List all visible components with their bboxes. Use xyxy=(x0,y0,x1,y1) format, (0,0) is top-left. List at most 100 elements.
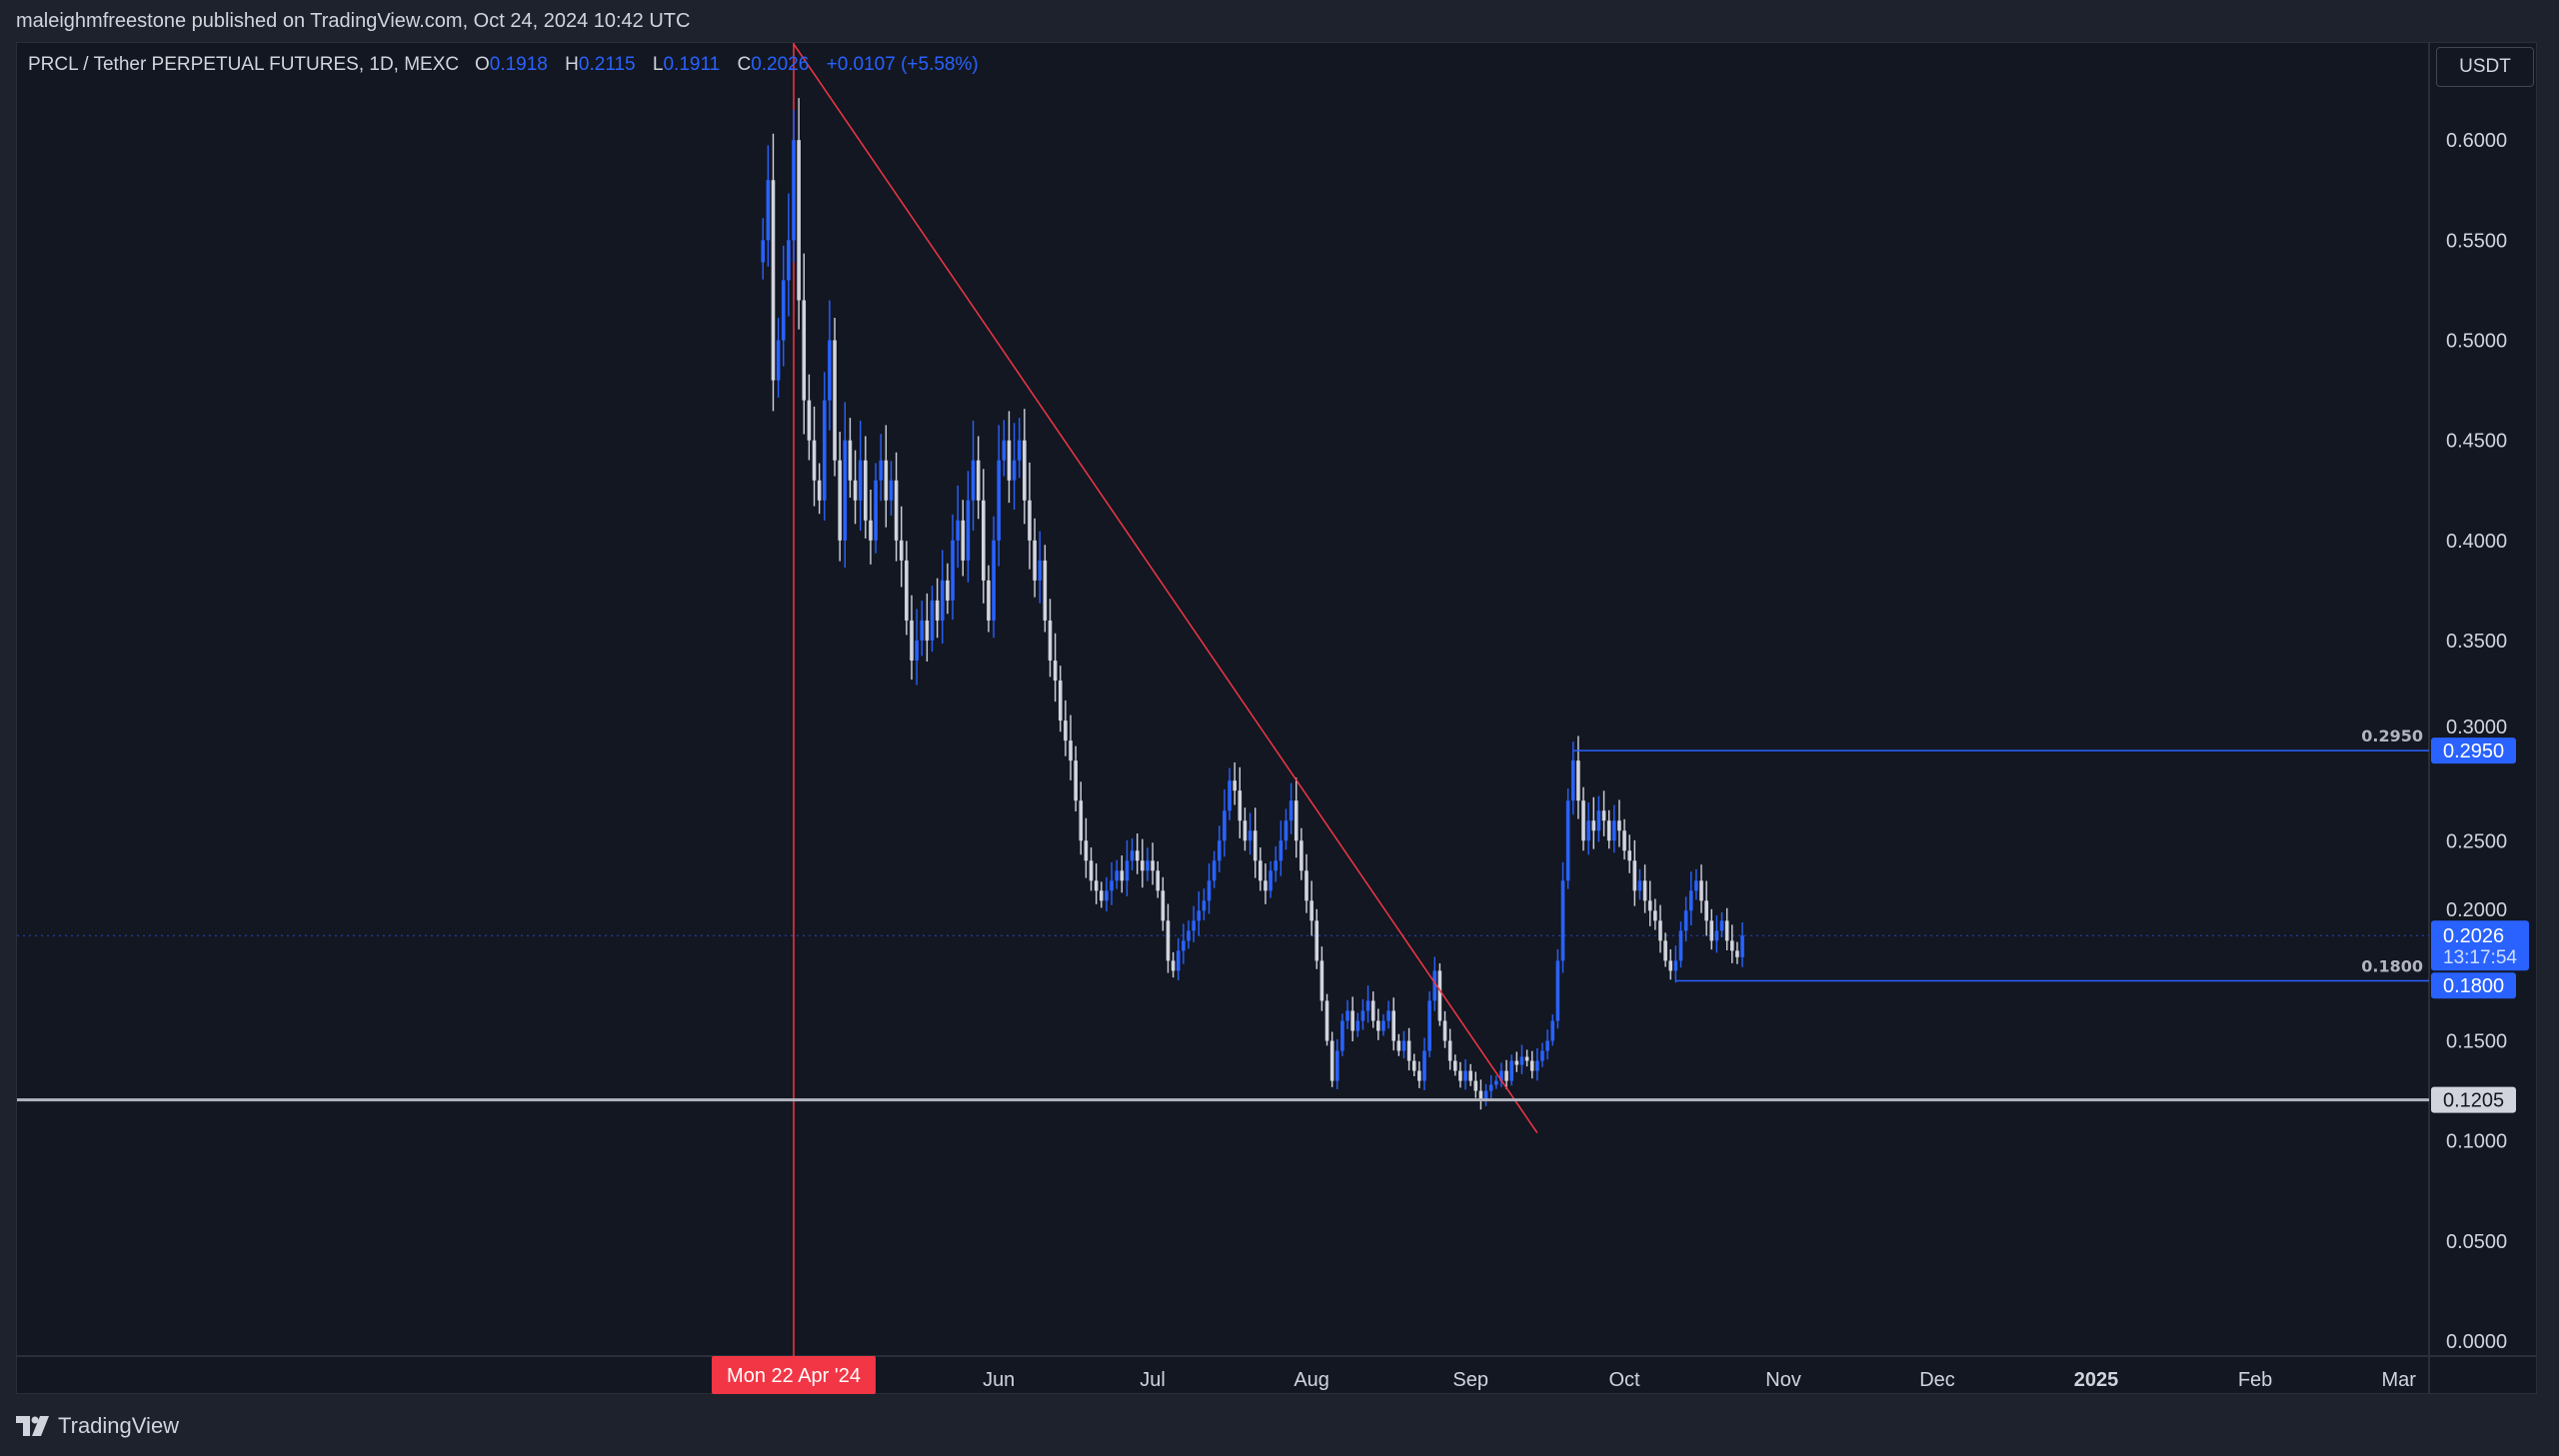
candle-body xyxy=(1171,960,1176,971)
candle-body xyxy=(1043,560,1048,621)
candle-body xyxy=(1069,740,1073,761)
currency-button[interactable]: USDT xyxy=(2436,47,2534,87)
chart-panel[interactable] xyxy=(16,42,2537,1394)
candle-body xyxy=(1345,1010,1349,1021)
candle-body xyxy=(1197,910,1202,921)
candle-body xyxy=(951,540,955,601)
candle-body xyxy=(1581,800,1585,841)
candle-body xyxy=(1612,820,1616,841)
price-tick-label: 0.1500 xyxy=(2446,1031,2507,1053)
candle-body xyxy=(1627,850,1631,861)
candle-body xyxy=(1187,930,1191,941)
candle-body xyxy=(1514,1060,1519,1065)
last-price-box xyxy=(2431,920,2529,971)
candle-body xyxy=(1259,860,1263,881)
candle-body xyxy=(1253,830,1258,861)
candle-body xyxy=(961,520,966,561)
candle-body xyxy=(930,600,935,641)
candle-body xyxy=(766,180,771,241)
candle-body xyxy=(889,480,894,501)
candle-body xyxy=(1422,1050,1426,1081)
candle-body xyxy=(1637,880,1642,891)
horizontal-line-label: 0.2950 xyxy=(2361,727,2423,745)
candle-body xyxy=(1668,960,1673,971)
candle-body xyxy=(1038,560,1043,581)
price-tick-label: 0.2000 xyxy=(2446,899,2507,921)
candle-body xyxy=(935,600,940,621)
candle-body xyxy=(982,500,986,581)
candle-body xyxy=(1033,540,1037,581)
price-tick-label: 0.5000 xyxy=(2446,331,2507,353)
candle-body xyxy=(1228,780,1232,811)
high-value: 0.2115 xyxy=(578,54,636,75)
candle-body xyxy=(1601,810,1606,821)
candle-body xyxy=(1735,950,1739,957)
candle-body xyxy=(1529,1060,1534,1071)
candle-body xyxy=(1447,1040,1452,1061)
candle-body xyxy=(1622,830,1626,851)
candle-body xyxy=(1535,1060,1539,1071)
candle-body xyxy=(1642,880,1647,901)
candle-body xyxy=(1166,920,1171,961)
open-label: O xyxy=(474,54,490,75)
candle-body xyxy=(987,580,991,621)
candle-body xyxy=(1555,960,1560,1021)
axis-price-label-bg xyxy=(2431,737,2516,764)
candle-body xyxy=(1074,760,1078,801)
candle-body xyxy=(812,440,817,481)
candle-body xyxy=(1719,920,1724,931)
low-value: 0.1911 xyxy=(663,54,721,75)
candle-body xyxy=(869,520,873,541)
time-tick-label: Sep xyxy=(1452,1369,1488,1391)
candle-body xyxy=(1283,820,1288,841)
candle-body xyxy=(1417,1070,1421,1081)
candle-body xyxy=(1048,620,1053,661)
candle-body xyxy=(915,640,919,661)
candle-body xyxy=(1329,1040,1334,1081)
open-value: 0.1918 xyxy=(489,54,548,75)
candle-body xyxy=(1714,930,1719,941)
candle-body xyxy=(1028,500,1032,541)
candle-body xyxy=(956,520,960,541)
candle-body xyxy=(1350,1010,1354,1031)
candle-body xyxy=(1442,1020,1447,1041)
candle-body xyxy=(1694,880,1698,891)
candle-body xyxy=(1110,880,1114,891)
candle-body xyxy=(940,580,945,621)
candle-body xyxy=(807,400,812,441)
candle-body xyxy=(1550,1020,1555,1041)
candle-body xyxy=(1647,900,1652,911)
horizontal-line-label: 0.1800 xyxy=(2361,956,2423,975)
candle-body xyxy=(776,340,781,381)
candle-body xyxy=(1360,1010,1365,1021)
candle-body xyxy=(1094,880,1099,891)
candle-body xyxy=(1233,780,1237,791)
candle-body xyxy=(1151,860,1155,871)
close-value: 0.2026 xyxy=(751,54,810,75)
candle-body xyxy=(1243,820,1248,841)
time-tick-label: Oct xyxy=(1608,1369,1640,1391)
candle-body xyxy=(1223,810,1227,841)
axis-price-label-bg xyxy=(2431,972,2516,999)
time-tick-label: Dec xyxy=(1919,1369,1955,1391)
symbol-title[interactable]: PRCL / Tether PERPETUAL FUTURES, 1D, MEX… xyxy=(28,54,460,75)
candle-body xyxy=(1156,870,1161,891)
time-tick-label: Aug xyxy=(1293,1369,1329,1391)
candle-body xyxy=(1007,440,1012,481)
candle-body xyxy=(1058,681,1063,722)
candle-body xyxy=(792,140,796,241)
candle-body xyxy=(1488,1084,1493,1091)
close-label: C xyxy=(737,54,752,75)
candle-body xyxy=(1483,1090,1488,1101)
candle-body xyxy=(925,620,930,641)
candle-body xyxy=(1115,870,1119,881)
candle-body xyxy=(1089,860,1094,881)
candle-body xyxy=(848,440,853,481)
candle-body xyxy=(1591,820,1596,831)
price-tick-label: 0.3000 xyxy=(2446,717,2507,738)
candle-body xyxy=(1079,800,1084,841)
candle-body xyxy=(1709,920,1714,941)
candle-body xyxy=(1468,1070,1472,1081)
candle-body xyxy=(946,580,950,601)
